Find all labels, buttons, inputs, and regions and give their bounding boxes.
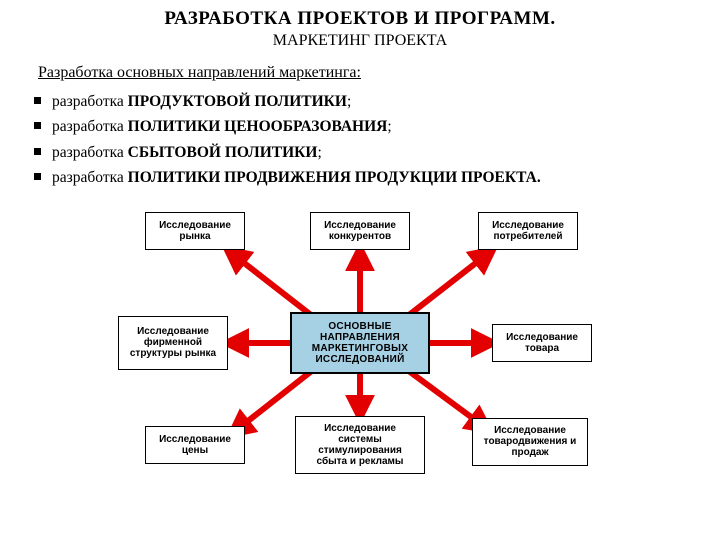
diagram-node-competitor-research: Исследование конкурентов	[310, 212, 410, 250]
bullet-suffix: ;	[387, 118, 391, 135]
diagram-node-product-research: Исследование товара	[492, 324, 592, 362]
bullet-prefix: разработка	[52, 169, 128, 186]
bullet-suffix: ;	[347, 93, 351, 110]
bullet-suffix: ;	[317, 144, 321, 161]
page-subtitle: МАРКЕТИНГ ПРОЕКТА	[30, 32, 690, 50]
page-title: РАЗРАБОТКА ПРОЕКТОВ И ПРОГРАММ.	[30, 8, 690, 30]
diagram-node-market-structure-research: Исследование фирменной структуры рынка	[118, 316, 228, 370]
list-item: разработка ПОЛИТИКИ ПРОДВИЖЕНИЯ ПРОДУКЦИ…	[30, 168, 690, 193]
bullet-prefix: разработка	[52, 93, 128, 110]
diagram-node-distribution-sales-research: Исследование товародвижения и продаж	[472, 418, 588, 466]
bullet-prefix: разработка	[52, 144, 128, 161]
bullet-bold: ПРОДУКТОВОЙ ПОЛИТИКИ	[128, 93, 347, 110]
diagram-node-market-research: Исследование рынка	[145, 212, 245, 250]
bullet-list: разработка ПРОДУКТОВОЙ ПОЛИТИКИ; разрабо…	[30, 92, 690, 194]
bullet-bold: ПОЛИТИКИ ПРОДВИЖЕНИЯ ПРОДУКЦИИ ПРОЕКТА.	[128, 169, 541, 186]
diagram: ОСНОВНЫЕ НАПРАВЛЕНИЯ МАРКЕТИНГОВЫХ ИССЛЕ…	[100, 204, 620, 479]
diagram-node-price-research: Исследование цены	[145, 426, 245, 464]
list-item: разработка СБЫТОВОЙ ПОЛИТИКИ;	[30, 143, 690, 168]
list-item: разработка ПРОДУКТОВОЙ ПОЛИТИКИ;	[30, 92, 690, 117]
diagram-node-consumer-research: Исследование потребителей	[478, 212, 578, 250]
bullet-bold: ПОЛИТИКИ ЦЕНООБРАЗОВАНИЯ	[128, 118, 388, 135]
section-heading: Разработка основных направлений маркетин…	[38, 64, 690, 82]
diagram-node-promotion-system-research: Исследование системы стимулирования сбыт…	[295, 416, 425, 474]
bullet-prefix: разработка	[52, 118, 128, 135]
diagram-center-node: ОСНОВНЫЕ НАПРАВЛЕНИЯ МАРКЕТИНГОВЫХ ИССЛЕ…	[290, 312, 430, 374]
list-item: разработка ПОЛИТИКИ ЦЕНООБРАЗОВАНИЯ;	[30, 117, 690, 142]
bullet-bold: СБЫТОВОЙ ПОЛИТИКИ	[128, 144, 318, 161]
